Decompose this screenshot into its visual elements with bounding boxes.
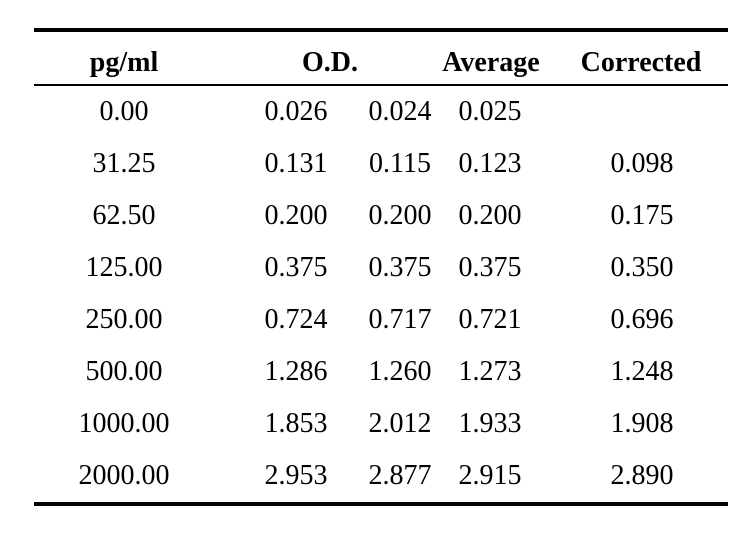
cell-od-2: 0.115 [369,148,431,179]
cell-od-2: 0.717 [368,304,432,335]
cell-corrected: 0.098 [610,148,674,179]
cell-od-1: 0.026 [264,96,328,127]
cell-corrected: 1.248 [610,356,674,387]
cell-concentration: 31.25 [92,148,156,179]
cell-od-1: 2.953 [264,460,328,491]
cell-od-1: 0.131 [264,148,328,179]
table-row: 0.00 0.026 0.024 0.025 [34,86,728,138]
table-row: 62.50 0.200 0.200 0.200 0.175 [34,190,728,242]
table-row: 125.00 0.375 0.375 0.375 0.350 [34,242,728,294]
cell-concentration: 1000.00 [78,408,170,439]
cell-od-2: 0.024 [368,96,432,127]
cell-average: 0.123 [458,148,522,179]
table-bottom-rule [34,502,728,506]
table-row: 1000.00 1.853 2.012 1.933 1.908 [34,398,728,450]
cell-average: 1.273 [458,356,522,387]
cell-concentration: 0.00 [99,96,149,127]
table-row: 2000.00 2.953 2.877 2.915 2.890 [34,450,728,502]
header-corrected: Corrected [580,47,702,78]
header-od: O.D. [302,47,358,78]
cell-od-1: 0.724 [264,304,328,335]
cell-concentration: 125.00 [85,252,163,283]
cell-corrected: 0.350 [610,252,674,283]
table-row: 500.00 1.286 1.260 1.273 1.248 [34,346,728,398]
cell-average: 0.375 [458,252,522,283]
cell-od-1: 0.200 [264,200,328,231]
cell-od-1: 0.375 [264,252,328,283]
cell-od-2: 0.375 [368,252,432,283]
cell-od-2: 2.012 [368,408,432,439]
cell-od-1: 1.286 [264,356,328,387]
cell-corrected: 1.908 [610,408,674,439]
cell-corrected: 2.890 [610,460,674,491]
cell-average: 0.721 [458,304,522,335]
table-top-rule [34,28,728,32]
cell-corrected [592,86,692,138]
cell-concentration: 62.50 [92,200,156,231]
cell-concentration: 2000.00 [78,460,170,491]
cell-od-2: 2.877 [368,460,432,491]
header-average: Average [442,47,540,78]
data-table: pg/ml O.D. Average Corrected 0.00 0.026 0.… [34,28,728,506]
cell-corrected: 0.696 [610,304,674,335]
table-row: 250.00 0.724 0.717 0.721 0.696 [34,294,728,346]
cell-concentration: 500.00 [85,356,163,387]
cell-average: 1.933 [458,408,522,439]
cell-od-2: 0.200 [368,200,432,231]
cell-corrected: 0.175 [610,200,674,231]
table-header-rule [34,84,728,86]
cell-average: 2.915 [458,460,522,491]
cell-average: 0.200 [458,200,522,231]
table-body: 0.00 0.026 0.024 0.025 31.25 0.131 0.115 0.123 0… [34,86,728,502]
cell-average: 0.025 [458,96,522,127]
table-row: 31.25 0.131 0.115 0.123 0.098 [34,138,728,190]
cell-od-1: 1.853 [264,408,328,439]
table-header-row: pg/ml O.D. Average Corrected [34,32,728,84]
cell-od-2: 1.260 [368,356,432,387]
cell-concentration: 250.00 [85,304,163,335]
header-concentration: pg/ml [89,47,159,78]
